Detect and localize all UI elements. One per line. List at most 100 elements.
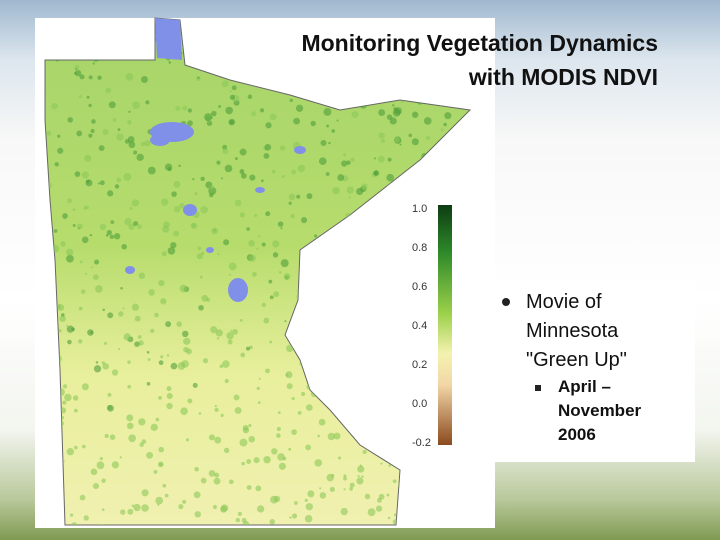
- speckle: [242, 520, 250, 525]
- speckle: [415, 347, 424, 355]
- speckle: [469, 494, 470, 500]
- speckle: [99, 457, 103, 461]
- speckle: [161, 251, 167, 257]
- speckle: [171, 191, 177, 197]
- speckle: [81, 444, 86, 449]
- speckle: [104, 433, 109, 439]
- speckle: [79, 260, 83, 264]
- speckle: [431, 217, 436, 223]
- speckle: [257, 39, 263, 45]
- speckle: [346, 62, 355, 70]
- speckle: [121, 243, 127, 250]
- speckle: [229, 119, 234, 125]
- speckle: [368, 209, 371, 213]
- speckle: [330, 240, 337, 247]
- speckle: [453, 235, 460, 242]
- speckle: [321, 235, 328, 241]
- speckle: [223, 239, 230, 246]
- speckle: [250, 42, 254, 46]
- speckle: [392, 479, 397, 484]
- speckle: [229, 273, 232, 276]
- speckle: [54, 303, 61, 310]
- speckle: [155, 417, 160, 422]
- speckle: [291, 429, 298, 435]
- speckle: [433, 435, 438, 440]
- speckle: [208, 434, 215, 441]
- speckle: [88, 103, 92, 108]
- speckle: [260, 179, 264, 183]
- speckle: [280, 259, 289, 268]
- speckle: [335, 303, 340, 308]
- speckle: [162, 225, 170, 233]
- speckle: [289, 98, 293, 102]
- speckle: [341, 160, 348, 167]
- speckle: [468, 260, 470, 265]
- speckle: [308, 21, 317, 29]
- speckle: [399, 143, 402, 146]
- speckle: [187, 398, 193, 404]
- speckle: [216, 160, 221, 165]
- speckle: [269, 519, 276, 525]
- speckle: [472, 427, 475, 430]
- speckle: [407, 207, 412, 212]
- speckle: [92, 53, 101, 62]
- speckle: [78, 95, 82, 99]
- speckle: [323, 108, 332, 116]
- speckle: [93, 365, 102, 373]
- speckle: [71, 327, 75, 332]
- speckle: [404, 369, 412, 377]
- speckle: [358, 287, 363, 292]
- speckle: [111, 461, 119, 469]
- speckle: [306, 303, 313, 310]
- speckle: [357, 288, 364, 294]
- speckle: [314, 459, 323, 467]
- speckle: [374, 77, 379, 82]
- speckle: [101, 478, 106, 483]
- speckle: [45, 435, 51, 443]
- speckle: [215, 329, 223, 337]
- speckle: [379, 405, 385, 410]
- speckle: [123, 20, 127, 24]
- speckle: [431, 367, 439, 376]
- speckle: [384, 273, 393, 281]
- speckle: [263, 152, 270, 159]
- speckle: [367, 382, 371, 386]
- speckle: [62, 384, 68, 389]
- speckle: [90, 128, 95, 134]
- speckle: [276, 427, 281, 432]
- speckle: [128, 110, 131, 113]
- speckle: [296, 80, 301, 84]
- speckle: [124, 217, 132, 226]
- speckle: [45, 385, 54, 394]
- speckle: [284, 320, 287, 323]
- speckle: [245, 346, 251, 351]
- speckle: [378, 493, 385, 500]
- speckle: [239, 148, 247, 156]
- speckle: [116, 177, 122, 183]
- speckle: [340, 245, 349, 253]
- speckle: [394, 406, 402, 415]
- speckle: [390, 67, 398, 76]
- speckle: [38, 389, 42, 393]
- speckle: [133, 150, 138, 155]
- speckle: [288, 193, 296, 201]
- speckle: [343, 474, 347, 478]
- speckle: [45, 126, 46, 130]
- speckle: [414, 188, 423, 196]
- speckle: [239, 169, 245, 175]
- speckle: [164, 493, 169, 498]
- speckle: [45, 187, 47, 191]
- speckle: [248, 435, 256, 443]
- speckle: [356, 477, 364, 485]
- speckle: [107, 190, 114, 197]
- speckle: [366, 354, 373, 362]
- speckle: [269, 295, 274, 300]
- speckle: [256, 247, 259, 250]
- speckle: [72, 395, 79, 401]
- speckle: [459, 199, 467, 207]
- speckle: [168, 61, 172, 64]
- speckle: [241, 461, 245, 466]
- speckle: [467, 354, 470, 360]
- speckle: [193, 491, 201, 499]
